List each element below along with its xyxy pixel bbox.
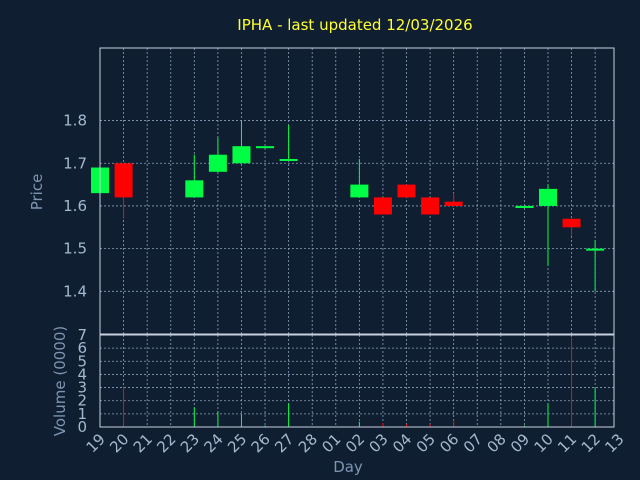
candle-body — [208, 154, 227, 172]
x-tick-label: 20 — [106, 430, 132, 456]
candle-body — [538, 188, 557, 206]
candle-body — [444, 201, 463, 206]
x-tick-label: 28 — [295, 430, 321, 456]
x-tick-label: 01 — [318, 430, 344, 456]
x-tick-label: 04 — [389, 430, 415, 456]
volume-tick-label: 2 — [77, 392, 87, 410]
x-tick-label: 06 — [436, 430, 462, 456]
candle-body — [114, 163, 133, 198]
volume-tick-label: 4 — [77, 365, 87, 383]
x-tick-label: 23 — [177, 430, 203, 456]
volume-tick-label: 3 — [77, 379, 87, 397]
volume-axis-label: Volume (0000) — [51, 326, 69, 436]
price-tick-label: 1.8 — [63, 112, 87, 130]
candle-body — [185, 180, 204, 198]
price-tick-label: 1.5 — [63, 240, 87, 258]
x-tick-label: 08 — [483, 430, 509, 456]
volume-tick-label: 0 — [77, 418, 87, 436]
x-tick-label: 02 — [342, 430, 368, 456]
x-tick-label: 27 — [271, 430, 297, 456]
x-axis-label: Day — [333, 458, 363, 476]
volume-panel-frame — [99, 334, 615, 428]
x-tick-label: 05 — [413, 430, 439, 456]
candle-body — [421, 197, 440, 215]
candle-body — [279, 158, 298, 161]
candle-body — [562, 218, 581, 228]
volume-tick-label: 1 — [77, 405, 87, 423]
chart-title: IPHA - last updated 12/03/2026 — [237, 16, 472, 34]
volume-tick-label: 7 — [77, 326, 87, 344]
x-tick-label: 07 — [460, 430, 486, 456]
candle-body — [586, 248, 605, 251]
x-tick-label: 21 — [130, 430, 156, 456]
x-tick-label: 09 — [507, 430, 533, 456]
candle-body — [515, 205, 534, 208]
frame-layer — [99, 47, 615, 428]
x-tick-label: 03 — [366, 430, 392, 456]
volume-tick-label: 6 — [77, 339, 87, 357]
price-tick-label: 1.7 — [63, 154, 87, 172]
price-panel-frame — [99, 47, 615, 335]
x-tick-label: 24 — [200, 430, 226, 456]
y-axis-label: Price — [28, 174, 46, 211]
x-tick-label: 12 — [578, 430, 604, 456]
price-tick-label: 1.4 — [63, 282, 87, 300]
price-tick-label: 1.6 — [63, 197, 87, 215]
candle-body — [350, 184, 369, 198]
candle-layer — [91, 120, 605, 292]
x-tick-label: 13 — [601, 430, 627, 456]
candle-body — [397, 184, 416, 198]
x-tick-label: 10 — [531, 430, 557, 456]
candle-body — [373, 197, 392, 215]
volume-tick-label: 5 — [77, 352, 87, 370]
candle-body — [232, 146, 251, 164]
x-tick-label: 11 — [554, 430, 580, 456]
x-tick-label: 22 — [153, 430, 179, 456]
x-tick-label: 25 — [224, 430, 250, 456]
x-tick-label: 26 — [248, 430, 274, 456]
candle-body — [256, 146, 275, 149]
grid-layer — [100, 48, 614, 427]
